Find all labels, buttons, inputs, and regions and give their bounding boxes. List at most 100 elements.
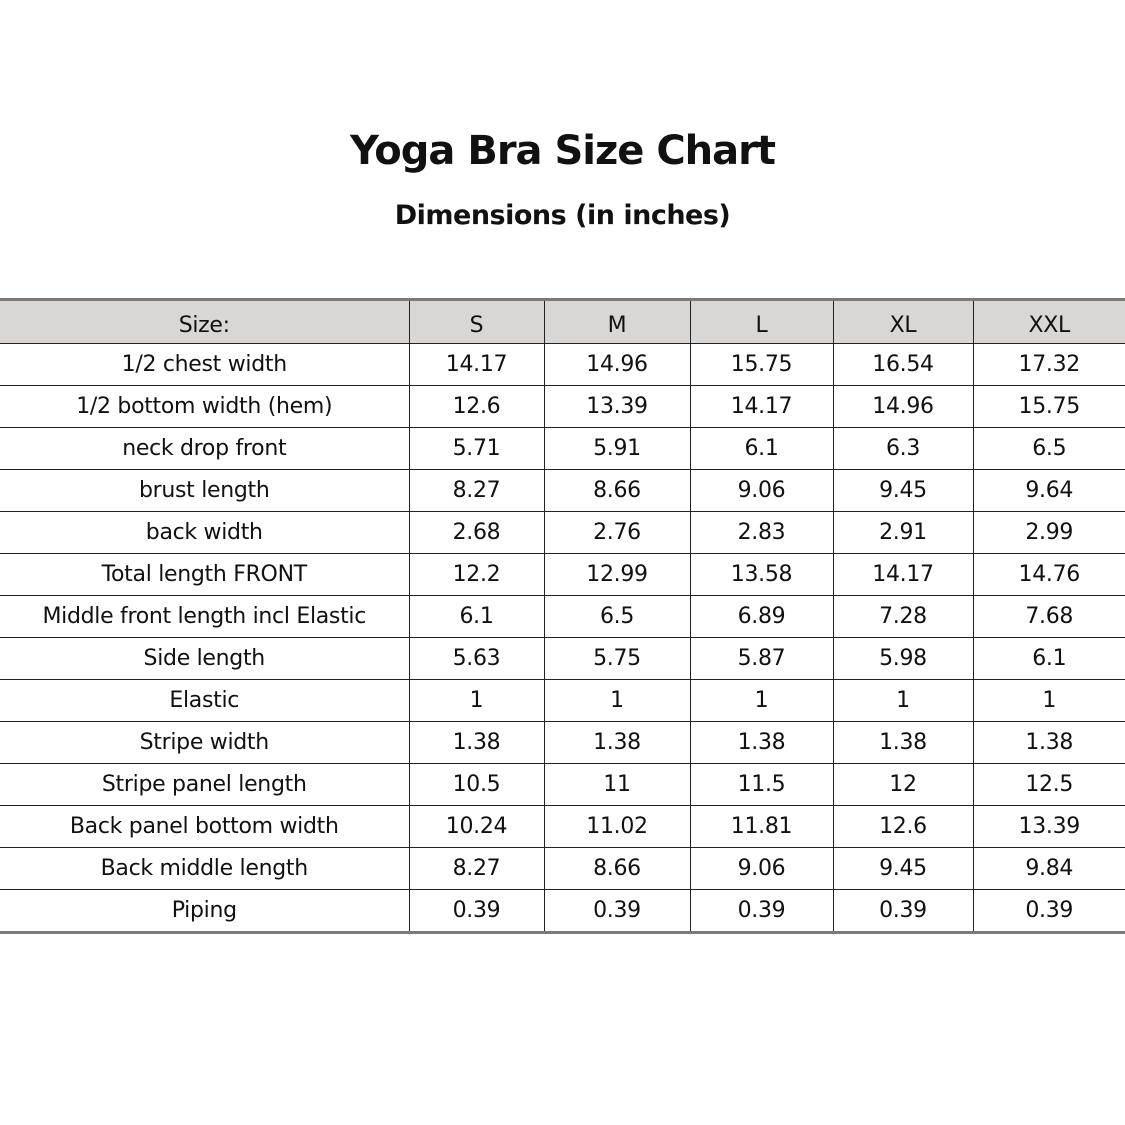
cell-m: 8.66 <box>543 469 690 512</box>
cell-xxl: 9.84 <box>972 847 1125 890</box>
row-label: Back panel bottom width <box>0 805 409 848</box>
cell-l: 1.38 <box>689 721 833 764</box>
cell-l: 11.81 <box>689 805 833 848</box>
cell-m: 6.5 <box>543 595 690 638</box>
cell-xl: 12 <box>832 763 973 806</box>
cell-xl: 9.45 <box>832 847 973 890</box>
cell-xxl: 12.5 <box>972 763 1125 806</box>
table-row: 1/2 bottom width (hem) 12.6 13.39 14.17 14.9… <box>0 385 1125 428</box>
cell-l: 5.87 <box>689 637 833 680</box>
cell-m: 11 <box>543 763 690 806</box>
table-row: back width 2.68 2.76 2.83 2.91 2.99 <box>0 511 1125 554</box>
cell-l: 13.58 <box>689 553 833 596</box>
table-header-row: Size: S M L XL XXL <box>0 299 1125 344</box>
table-row: Stripe width 1.38 1.38 1.38 1.38 1.38 <box>0 721 1125 764</box>
cell-m: 1.38 <box>543 721 690 764</box>
cell-xl: 12.6 <box>832 805 973 848</box>
cell-s: 12.6 <box>408 385 544 428</box>
header-size-m: M <box>543 299 690 344</box>
cell-xl: 14.17 <box>832 553 973 596</box>
cell-m: 0.39 <box>543 889 690 933</box>
cell-m: 14.96 <box>543 343 690 386</box>
cell-l: 15.75 <box>689 343 833 386</box>
cell-m: 1 <box>543 679 690 722</box>
header-size-label: Size: <box>0 299 409 344</box>
row-label: Stripe width <box>0 721 409 764</box>
table-row: Side length 5.63 5.75 5.87 5.98 6.1 <box>0 637 1125 680</box>
cell-l: 2.83 <box>689 511 833 554</box>
cell-xxl: 0.39 <box>972 889 1125 933</box>
cell-xxl: 9.64 <box>972 469 1125 512</box>
row-label: neck drop front <box>0 427 409 470</box>
cell-m: 5.75 <box>543 637 690 680</box>
row-label: Side length <box>0 637 409 680</box>
table-row: Elastic 1 1 1 1 1 <box>0 679 1125 722</box>
cell-xl: 0.39 <box>832 889 973 933</box>
page-subtitle: Dimensions (in inches) <box>394 200 731 231</box>
table-row: Stripe panel length 10.5 11 11.5 12 12.5 <box>0 763 1125 806</box>
row-label: Middle front length incl Elastic <box>0 595 409 638</box>
header-size-s: S <box>408 299 544 344</box>
cell-s: 0.39 <box>408 889 544 933</box>
header-size-l: L <box>689 299 833 344</box>
table-row: brust length 8.27 8.66 9.06 9.45 9.64 <box>0 469 1125 512</box>
row-label: Back middle length <box>0 847 409 890</box>
cell-xxl: 7.68 <box>972 595 1125 638</box>
cell-l: 6.1 <box>689 427 833 470</box>
cell-xxl: 1 <box>972 679 1125 722</box>
row-label: Stripe panel length <box>0 763 409 806</box>
row-label: brust length <box>0 469 409 512</box>
size-chart-table: Size: S M L XL XXL 1/2 chest width 14.17 14.96… <box>0 298 1125 934</box>
cell-xl: 14.96 <box>832 385 973 428</box>
row-label: Total length FRONT <box>0 553 409 596</box>
page-title: Yoga Bra Size Chart <box>350 128 776 174</box>
cell-s: 8.27 <box>408 469 544 512</box>
cell-xxl: 6.5 <box>972 427 1125 470</box>
cell-s: 5.63 <box>408 637 544 680</box>
table-row: Back middle length 8.27 8.66 9.06 9.45 9.84 <box>0 847 1125 890</box>
cell-m: 2.76 <box>543 511 690 554</box>
cell-l: 11.5 <box>689 763 833 806</box>
cell-xl: 7.28 <box>832 595 973 638</box>
cell-m: 5.91 <box>543 427 690 470</box>
cell-s: 10.24 <box>408 805 544 848</box>
row-label: Piping <box>171 898 237 923</box>
row-label: 1/2 chest width <box>0 343 409 386</box>
table-row: Back panel bottom width 10.24 11.02 11.81 12… <box>0 805 1125 848</box>
cell-xxl: 1.38 <box>972 721 1125 764</box>
header-size-xl: XL <box>832 299 973 344</box>
cell-l: 1 <box>689 679 833 722</box>
cell-s: 1.38 <box>408 721 544 764</box>
cell-xl: 5.98 <box>832 637 973 680</box>
cell-xxl: 13.39 <box>972 805 1125 848</box>
cell-xxl: 17.32 <box>972 343 1125 386</box>
cell-l: 0.39 <box>689 889 833 933</box>
cell-s: 6.1 <box>408 595 544 638</box>
cell-xxl: 2.99 <box>972 511 1125 554</box>
header-size-xxl: XXL <box>972 299 1125 344</box>
table-row: neck drop front 5.71 5.91 6.1 6.3 6.5 <box>0 427 1125 470</box>
table-row: Middle front length incl Elastic 6.1 6.5 6.… <box>0 595 1125 638</box>
cell-xl: 6.3 <box>832 427 973 470</box>
cell-m: 13.39 <box>543 385 690 428</box>
row-label: back width <box>0 511 409 554</box>
cell-xl: 1.38 <box>832 721 973 764</box>
cell-l: 9.06 <box>689 469 833 512</box>
cell-m: 11.02 <box>543 805 690 848</box>
cell-m: 8.66 <box>543 847 690 890</box>
cell-xxl: 15.75 <box>972 385 1125 428</box>
cell-m: 12.99 <box>543 553 690 596</box>
cell-xxl: 6.1 <box>972 637 1125 680</box>
cell-s: 10.5 <box>408 763 544 806</box>
cell-s: 1 <box>408 679 544 722</box>
cell-l: 9.06 <box>689 847 833 890</box>
row-label: Elastic <box>0 679 409 722</box>
cell-s: 12.2 <box>408 553 544 596</box>
cell-xl: 2.91 <box>832 511 973 554</box>
cell-xl: 9.45 <box>832 469 973 512</box>
cell-s: 5.71 <box>408 427 544 470</box>
cell-xl: 1 <box>832 679 973 722</box>
cell-l: 14.17 <box>689 385 833 428</box>
cell-l: 6.89 <box>689 595 833 638</box>
row-label: 1/2 bottom width (hem) <box>0 385 409 428</box>
